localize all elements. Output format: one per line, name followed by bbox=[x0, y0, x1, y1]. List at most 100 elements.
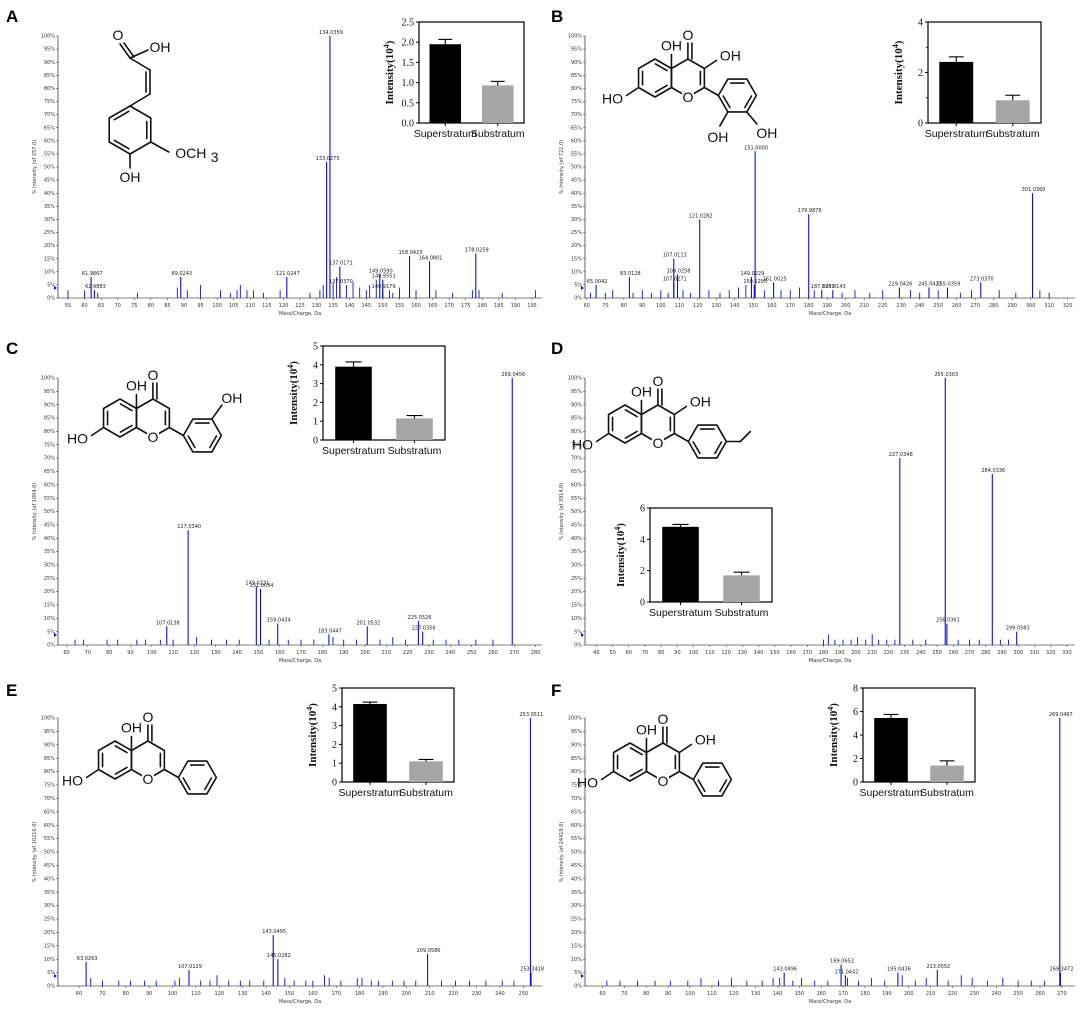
double-bond-line bbox=[113, 139, 130, 150]
spectrum-y-tick-label: 45% bbox=[571, 178, 582, 184]
bond-line bbox=[90, 426, 105, 437]
spectrum-x-tick-label: 250 bbox=[467, 650, 477, 656]
panel-letter: A bbox=[6, 7, 18, 26]
spectrum-x-tick-label: 70 bbox=[602, 303, 608, 309]
spectrum-y-tick-label: 40% bbox=[571, 536, 582, 542]
bond-line bbox=[739, 430, 752, 443]
spectrum-peak-label: 299.0583 bbox=[1006, 626, 1030, 632]
spectrum-peak-label: 149.0229 bbox=[741, 271, 765, 277]
spectrum-y-tick-label: 95% bbox=[571, 47, 582, 53]
spectrum-x-tick-label: 220 bbox=[878, 303, 888, 309]
spectrum-peak-label: 227.0348 bbox=[889, 452, 913, 458]
inset-category-label: Superstratum bbox=[338, 787, 401, 799]
spectrum-x-tick-label: 115 bbox=[262, 303, 272, 309]
spectrum-peak-label: 183.0447 bbox=[318, 628, 342, 634]
inset-bar bbox=[409, 761, 443, 782]
inset-y-tick-label: 2.5 bbox=[402, 18, 415, 29]
spectrum-y-tick-label: 5% bbox=[47, 970, 55, 976]
molecule-atom-label: OCH bbox=[175, 145, 206, 161]
spectrum-y-tick-label: 75% bbox=[44, 99, 55, 105]
spectrum-peak-label: 143.0496 bbox=[773, 967, 797, 973]
spectrum-x-tick-label: 320 bbox=[1046, 650, 1056, 656]
spectrum-x-tick-label: 90 bbox=[127, 650, 133, 656]
spectrum-x-tick-label: 300 bbox=[1013, 650, 1023, 656]
spectrum-peak-label: 195.0436 bbox=[887, 967, 911, 973]
spectrum-y-tick-label: 100% bbox=[41, 716, 56, 722]
spectrum-y-tick-label: 15% bbox=[571, 943, 582, 949]
double-bond-line bbox=[182, 777, 191, 791]
spectrum-x-tick-label: 80 bbox=[621, 303, 627, 309]
molecule-atom-label: OH bbox=[631, 384, 652, 400]
spectrum-y-tick-label: 60% bbox=[571, 138, 582, 144]
double-bond-line bbox=[697, 779, 706, 793]
spectrum-x-tick-label: 230 bbox=[970, 991, 980, 997]
spectrum-y-tick-label: 55% bbox=[571, 152, 582, 158]
spectrum-y-tick-label: 25% bbox=[571, 917, 582, 923]
spectrum-y-tick-label: 55% bbox=[571, 836, 582, 842]
spectrum-x-tick-label: 180 bbox=[318, 650, 328, 656]
inset-category-label: Superstratum bbox=[322, 445, 385, 457]
spectrum-peak-label: 89.0243 bbox=[171, 271, 192, 277]
spectrum-y-tick-label: 10% bbox=[571, 616, 582, 622]
ms-spectrum: 0% 5% 10% 15% 20% 25% 30% 35% 40% 45% 50% 55% 60% 65%… bbox=[559, 372, 1075, 664]
spectrum-peak-label: 134.0359 bbox=[319, 30, 343, 36]
spectrum-y-tick-label: 5% bbox=[47, 629, 55, 635]
spectrum-y-axis-label: % Intensity (of 3914.0) bbox=[559, 483, 565, 541]
ring-oxygen-mask bbox=[146, 429, 159, 443]
spectrum-x-tick-label: 85 bbox=[164, 303, 170, 309]
spectrum-x-tick-label: 180 bbox=[355, 991, 365, 997]
spectrum-x-tick-label: 280 bbox=[981, 650, 991, 656]
inset-y-axis-label: Intensity(104) bbox=[305, 703, 319, 767]
bond-line bbox=[129, 49, 149, 59]
spectrum-y-tick-label: 70% bbox=[44, 456, 55, 462]
spectrum-y-tick-label: 65% bbox=[44, 469, 55, 475]
baseline-marker-icon bbox=[581, 633, 584, 637]
molecule-atom-label: OH bbox=[636, 722, 657, 738]
spectrum-peak-label: 137.0370 bbox=[329, 279, 353, 285]
inset-y-tick-label: 2 bbox=[640, 566, 645, 577]
panel-svg: F 0% 5% 10% 15% 20% 25% 30% 35% 40% 45% 50% 55% 60% 65… bbox=[551, 681, 1075, 1005]
inset-y-tick-label: 4 bbox=[332, 702, 337, 713]
inset-category-label: Substratum bbox=[920, 787, 974, 799]
spectrum-y-tick-label: 30% bbox=[44, 217, 55, 223]
spectrum-y-tick-label: 35% bbox=[571, 204, 582, 210]
double-bond-line bbox=[209, 435, 218, 449]
inset-category-label: Superstratum bbox=[649, 607, 712, 619]
spectrum-y-tick-label: 0% bbox=[47, 296, 55, 302]
spectrum-y-tick-label: 30% bbox=[44, 903, 55, 909]
spectrum-y-tick-label: 50% bbox=[44, 165, 55, 171]
spectrum-x-tick-label: 105 bbox=[229, 303, 239, 309]
spectrum-x-tick-label: 70 bbox=[621, 991, 627, 997]
spectrum-x-tick-label: 160 bbox=[816, 991, 826, 997]
spectrum-peak-label: 273.0370 bbox=[970, 276, 994, 282]
spectrum-x-tick-label: 200 bbox=[904, 991, 914, 997]
molecule-atom-label: O bbox=[113, 27, 124, 43]
spectrum-x-tick-label: 120 bbox=[729, 991, 739, 997]
spectrum-y-axis-label: % Intensity (of 257.0) bbox=[32, 140, 38, 194]
spectrum-y-tick-label: 30% bbox=[571, 217, 582, 223]
panel-letter: F bbox=[551, 681, 561, 700]
spectrum-x-tick-label: 130 bbox=[238, 991, 248, 997]
spectrum-y-tick-label: 20% bbox=[571, 930, 582, 936]
inset-category-label: Superstratum bbox=[859, 787, 922, 799]
inset-y-tick-label: 1 bbox=[313, 417, 318, 428]
panel-f: F 0% 5% 10% 15% 20% 25% 30% 35% 40% 45% 50% 55% 60% 65… bbox=[545, 674, 1084, 1005]
spectrum-x-tick-label: 70 bbox=[114, 303, 120, 309]
inset-y-axis-label: Intensity(104) bbox=[826, 703, 840, 767]
spectrum-peak-label: 284.0336 bbox=[981, 468, 1005, 474]
baseline-marker-icon bbox=[54, 633, 57, 637]
spectrum-peak-label: 107.0129 bbox=[178, 964, 202, 970]
inset-y-tick-label: 3 bbox=[313, 379, 318, 390]
inset-bar bbox=[429, 44, 461, 123]
spectrum-x-tick-label: 300 bbox=[1026, 303, 1036, 309]
inset-y-tick-label: 0 bbox=[332, 778, 337, 789]
spectrum-y-tick-label: 30% bbox=[571, 903, 582, 909]
inset-y-tick-label: 0.0 bbox=[402, 119, 415, 130]
bond-line bbox=[149, 141, 170, 153]
bond-line bbox=[673, 405, 688, 416]
spectrum-y-tick-label: 10% bbox=[571, 269, 582, 275]
spectrum-x-tick-label: 70 bbox=[99, 991, 105, 997]
